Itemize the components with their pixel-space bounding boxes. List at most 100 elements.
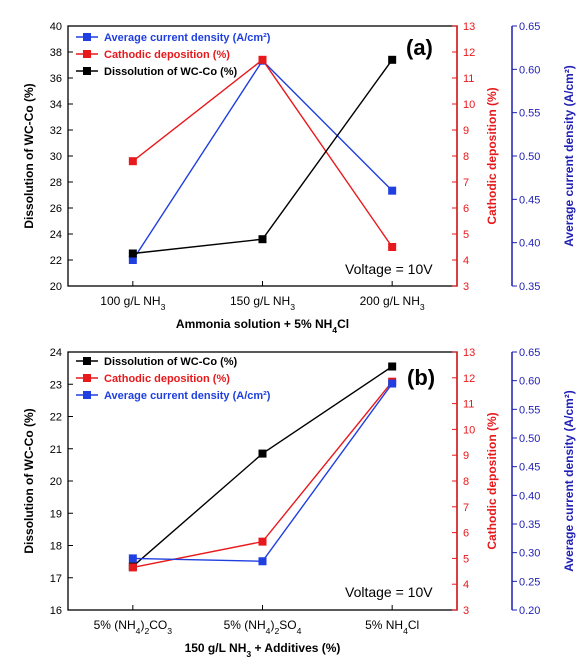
legend-entry: Dissolution of WC-Co (%)	[104, 66, 238, 78]
x-axis-label: Ammonia solution + 5% NH4Cl	[176, 317, 349, 335]
right-red-axis-tick-label: 6	[463, 528, 469, 540]
left-axis-tick-label: 32	[50, 125, 62, 137]
data-point	[128, 563, 137, 572]
data-point	[388, 243, 397, 251]
x-category-label: 150 g/L NH3	[230, 294, 295, 312]
legend-marker	[83, 374, 91, 382]
right-blue-axis-tick-label: 0.40	[519, 490, 540, 502]
data-point	[388, 379, 397, 388]
right-red-axis-tick-label: 5	[463, 553, 469, 565]
right-blue-axis-tick-label: 0.45	[519, 194, 540, 206]
voltage-annotation: Voltage = 10V	[345, 261, 433, 277]
right-blue-axis-tick-label: 0.60	[519, 64, 540, 76]
plot-frame	[67, 25, 458, 287]
right-red-axis-tick-label: 4	[463, 579, 469, 591]
data-point	[258, 557, 267, 566]
right-red-axis-tick-label: 6	[463, 203, 469, 215]
panel-label: (b)	[407, 365, 435, 390]
right-red-axis-tick-label: 5	[463, 229, 469, 241]
right-red-axis-tick-label: 9	[463, 125, 469, 137]
right-blue-axis-tick-label: 0.30	[519, 548, 540, 560]
right-blue-axis-tick-label: 0.55	[519, 404, 540, 416]
left-axis-tick-label: 28	[50, 177, 62, 189]
data-point	[258, 235, 267, 244]
data-point	[258, 537, 267, 546]
legend-marker	[83, 391, 91, 399]
left-axis-tick-label: 20	[50, 281, 62, 293]
left-axis-tick-label: 24	[50, 347, 62, 359]
x-category-label: 5% (NH4)2CO3	[94, 618, 173, 636]
right-blue-axis-tick-label: 0.60	[519, 376, 540, 388]
left-axis-tick-label: 26	[50, 203, 62, 215]
x-category-label: 100 g/L NH3	[100, 294, 165, 312]
series-line	[132, 383, 393, 562]
right-blue-axis-tick-label: 0.25	[519, 576, 540, 588]
left-axis-tick-label: 36	[50, 73, 62, 85]
data-point	[388, 186, 397, 195]
right-red-axis-tick-label: 9	[463, 450, 469, 462]
legend-entry: Cathodic deposition (%)	[104, 373, 230, 385]
right-blue-axis-tick-label: 0.45	[519, 462, 540, 474]
data-point	[128, 256, 137, 264]
legend-entry: Dissolution of WC-Co (%)	[104, 356, 238, 368]
left-axis-tick-label: 34	[50, 99, 62, 111]
left-axis-tick-label: 38	[50, 47, 62, 59]
right-red-axis-label: Cathodic deposition (%)	[485, 412, 499, 549]
legend-entry: Cathodic deposition (%)	[104, 49, 230, 61]
left-axis-tick-label: 20	[50, 476, 62, 488]
right-blue-axis-tick-label: 0.50	[519, 433, 540, 445]
legend-marker	[83, 33, 91, 41]
data-point	[258, 55, 267, 64]
data-point	[388, 362, 397, 371]
legend-marker	[83, 50, 91, 58]
right-red-axis-tick-label: 8	[463, 476, 469, 488]
data-point	[258, 449, 267, 458]
left-axis-tick-label: 24	[50, 229, 62, 241]
left-axis-label: Dissolution of WC-Co (%)	[22, 83, 36, 228]
x-category-label: 200 g/L NH3	[360, 294, 425, 312]
right-blue-axis-tick-label: 0.40	[519, 238, 540, 250]
left-axis-tick-label: 22	[50, 412, 62, 424]
data-point	[128, 554, 137, 563]
panel-a: 20222426283032343638403456789101112130.3…	[22, 21, 576, 335]
right-red-axis-tick-label: 4	[463, 255, 469, 267]
right-red-axis-tick-label: 7	[463, 177, 469, 189]
right-red-axis-tick-label: 7	[463, 502, 469, 514]
right-red-axis-tick-label: 8	[463, 151, 469, 163]
panel-label: (a)	[406, 35, 433, 60]
right-blue-axis-tick-label: 0.20	[519, 605, 540, 617]
series-line	[132, 59, 393, 255]
x-axis-label: 150 g/L NH3 + Additives (%)	[185, 641, 341, 659]
right-red-axis-label: Cathodic deposition (%)	[485, 87, 499, 224]
left-axis-tick-label: 30	[50, 151, 62, 163]
right-blue-axis-tick-label: 0.50	[519, 151, 540, 163]
left-axis-tick-label: 21	[50, 444, 62, 456]
data-point	[128, 249, 137, 258]
voltage-annotation: Voltage = 10V	[345, 584, 433, 600]
right-red-axis-tick-label: 3	[463, 281, 469, 293]
left-axis-tick-label: 19	[50, 508, 62, 520]
series-line	[132, 58, 393, 248]
right-red-axis-tick-label: 10	[463, 99, 475, 111]
data-point	[128, 157, 137, 166]
right-blue-axis-tick-label: 0.35	[519, 519, 540, 531]
right-red-axis-tick-label: 11	[463, 73, 474, 85]
legend-entry: Average current density (A/cm²)	[104, 390, 271, 402]
left-axis-label: Dissolution of WC-Co (%)	[22, 408, 36, 553]
x-category-label: 5% NH4Cl	[365, 618, 419, 636]
right-red-axis-tick-label: 12	[463, 47, 475, 59]
left-axis-tick-label: 40	[50, 21, 62, 33]
legend-entry: Average current density (A/cm²)	[104, 32, 271, 44]
left-axis-tick-label: 22	[50, 255, 62, 267]
right-blue-axis-tick-label: 0.65	[519, 21, 540, 33]
panel-b: 16 17 18 19 20 21 22 23 24 3 4 5 6 7 8 9 10 11 12 13 0.20 0.2…	[22, 347, 576, 659]
right-red-axis-tick-label: 13	[463, 347, 475, 359]
right-blue-axis-tick-label: 0.35	[519, 281, 540, 293]
right-blue-axis-tick-label: 0.55	[519, 108, 540, 120]
legend-marker	[83, 357, 91, 365]
right-red-axis-tick-label: 11	[463, 399, 474, 411]
right-blue-axis-label: Average current density (A/cm²)	[562, 65, 576, 247]
series-line	[132, 59, 393, 261]
left-axis-tick-label: 17	[50, 573, 62, 585]
